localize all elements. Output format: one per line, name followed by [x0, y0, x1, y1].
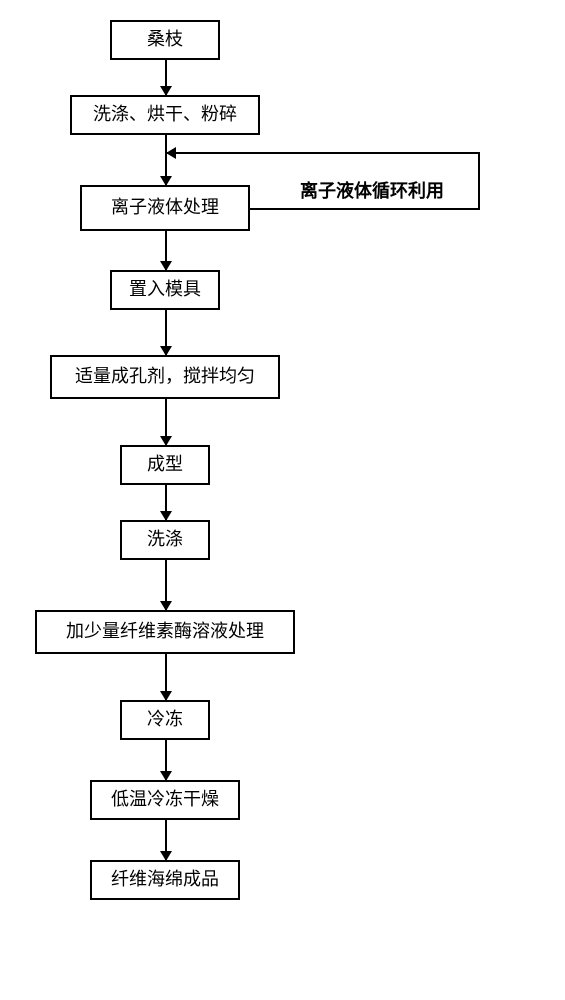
node-wash2: 洗涤: [120, 520, 210, 560]
edge-5-6: [165, 399, 167, 445]
flowchart-canvas: 桑枝 洗涤、烘干、粉碎 离子液体处理 置入模具 适量成孔剂，搅拌均匀 成型 洗涤…: [20, 20, 545, 980]
edge-7-8: [165, 560, 167, 610]
node-label: 离子液体处理: [111, 197, 219, 219]
recycle-h2: [167, 152, 480, 154]
node-label: 洗涤、烘干、粉碎: [93, 104, 237, 126]
node-form: 成型: [120, 445, 210, 485]
edge-10-11: [165, 820, 167, 860]
recycle-v: [478, 152, 480, 210]
node-label: 成型: [147, 454, 183, 476]
node-product: 纤维海绵成品: [90, 860, 240, 900]
node-mold: 置入模具: [110, 270, 220, 310]
edge-6-7: [165, 485, 167, 520]
node-label: 置入模具: [129, 279, 201, 301]
node-ionic-liquid: 离子液体处理: [80, 185, 250, 231]
node-cellulase: 加少量纤维素酶溶液处理: [35, 610, 295, 654]
node-label: 低温冷冻干燥: [111, 789, 219, 811]
node-freeze-dry: 低温冷冻干燥: [90, 780, 240, 820]
node-freeze: 冷冻: [120, 700, 210, 740]
edge-1-2: [165, 60, 167, 95]
edge-3-4: [165, 231, 167, 270]
node-porogen: 适量成孔剂，搅拌均匀: [50, 355, 280, 399]
edge-9-10: [165, 740, 167, 780]
edge-4-5: [165, 310, 167, 355]
node-label: 冷冻: [147, 709, 183, 731]
node-label: 洗涤: [147, 529, 183, 551]
node-label: 适量成孔剂，搅拌均匀: [75, 366, 255, 388]
node-label: 桑枝: [147, 29, 183, 51]
edge-8-9: [165, 654, 167, 700]
node-wash-dry-crush: 洗涤、烘干、粉碎: [70, 95, 260, 135]
node-sangzhi: 桑枝: [110, 20, 220, 60]
recycle-h1: [250, 208, 480, 210]
edge-2-3: [165, 135, 167, 185]
node-label: 纤维海绵成品: [111, 869, 219, 891]
recycle-label: 离子液体循环利用: [300, 177, 444, 203]
node-label: 加少量纤维素酶溶液处理: [66, 621, 264, 643]
recycle-label-text: 离子液体循环利用: [300, 181, 444, 201]
